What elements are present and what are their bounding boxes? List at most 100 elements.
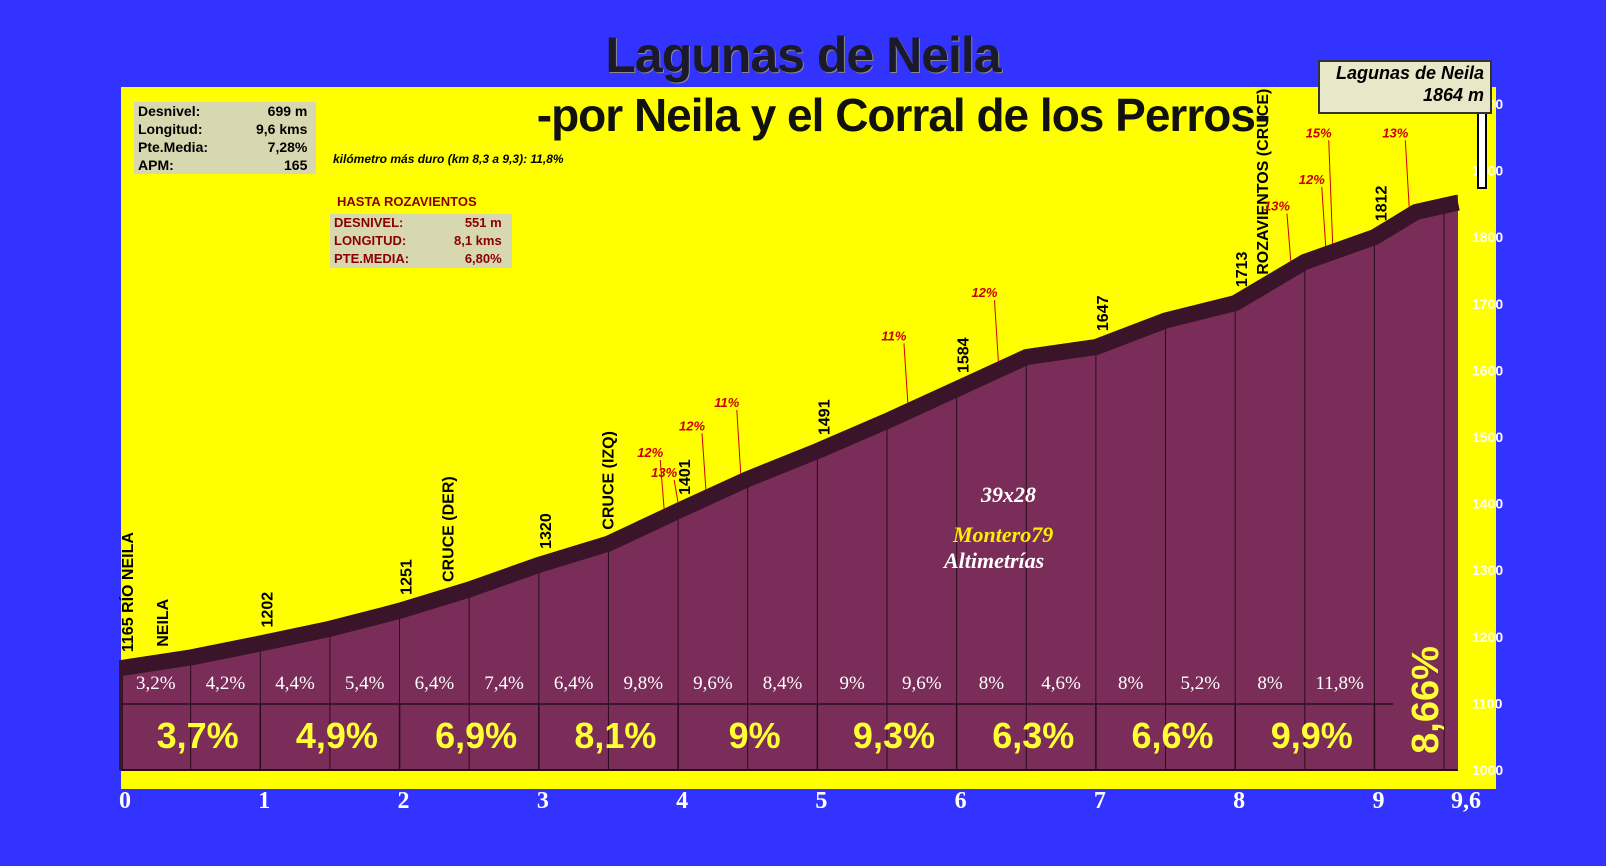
ramp-label: 13%: [1264, 199, 1290, 214]
km-slope-label: 3,7%: [157, 715, 239, 756]
segment-slope-label: 11,8%: [1315, 673, 1364, 694]
segment-slope-label: 6,4%: [415, 673, 455, 694]
point-label: 1713: [1234, 251, 1251, 287]
km-slope-label: 9,9%: [1271, 715, 1353, 756]
avg-slope-label: 8,66%: [1405, 646, 1447, 754]
point-label: NEILA: [155, 598, 172, 646]
author-watermark: Montero79: [953, 522, 1054, 547]
stat-row: APM: 165: [134, 156, 311, 174]
stat-label: Pte.Media:: [138, 139, 209, 155]
ramp-leader-line: [701, 433, 707, 491]
segment-slope-label: 8%: [1118, 673, 1144, 694]
stat-value: 7,28%: [267, 139, 308, 155]
profile-crest: [119, 194, 1460, 677]
stat-value: 9,6 kms: [256, 121, 308, 137]
x-tick-label: 2: [398, 788, 410, 814]
rozavientos-stats-box: DESNIVEL: 551 m LONGITUD: 8,1 kms PTE.MEDI…: [330, 214, 512, 268]
stat-row: Longitud: 9,6 kms: [134, 120, 311, 138]
segment-slope-label: 6,4%: [554, 673, 594, 694]
brand-watermark: Altimetrías: [944, 548, 1045, 573]
segment-slope-label: 4,6%: [1041, 673, 1081, 694]
km-slope-label: 6,9%: [435, 715, 517, 756]
ramp-leader-line: [659, 459, 665, 510]
segment-slope-label: 8%: [979, 673, 1005, 694]
stat-label: Longitud:: [138, 121, 203, 137]
x-tick-label: 3: [537, 788, 549, 814]
stat-row: Pte.Media: 7,28%: [134, 138, 311, 156]
stat-row: Desnivel: 699 m: [134, 102, 311, 120]
page-subtitle: -por Neila y el Corral de los Perros-: [536, 89, 1270, 141]
x-tick-label: 4: [676, 788, 688, 814]
stat-label: PTE.MEDIA:: [334, 251, 410, 266]
segment-slope-label: 4,4%: [275, 673, 315, 694]
stat-label: APM:: [138, 157, 174, 173]
segment-slope-label: 9%: [840, 673, 866, 694]
segment-slope-label: 7,4%: [484, 673, 524, 694]
km-slope-label: 9,3%: [853, 715, 935, 756]
point-label: 1647: [1095, 295, 1112, 331]
ramp-label: 12%: [679, 418, 705, 433]
ramp-label: 13%: [651, 465, 677, 480]
point-label: 1491: [816, 399, 833, 435]
ramp-label: 12%: [971, 285, 997, 300]
ramp-leader-line: [736, 409, 742, 475]
km-slope-label: 6,6%: [1131, 715, 1213, 756]
ramp-leader-line: [1321, 186, 1327, 247]
ramp-label: 12%: [1299, 172, 1325, 187]
x-tick-label: 9,6: [1451, 788, 1481, 814]
summit-name: Lagunas de Neila: [1335, 63, 1484, 83]
km-slope-label: 8,1%: [574, 715, 656, 756]
stat-label: LONGITUD:: [334, 233, 407, 248]
stat-label: DESNIVEL:: [334, 215, 404, 230]
hardest-km-note: kilómetro más duro (km 8,3 a 9,3): 11,8%: [333, 152, 564, 166]
stat-row: LONGITUD: 8,1 kms: [330, 232, 506, 250]
km-slope-label: 6,3%: [992, 715, 1074, 756]
rozavientos-title: HASTA ROZAVIENTOS: [337, 194, 477, 209]
ramp-leader-line: [903, 343, 909, 404]
ramp-label: 13%: [1382, 125, 1408, 140]
y-tick-label: 1700: [1472, 296, 1503, 312]
x-tick-label: 6: [955, 788, 967, 814]
stat-value: 8,1 kms: [454, 233, 502, 248]
stat-value: 165: [284, 157, 308, 173]
summit-box: Lagunas de Neila 1864 m: [1318, 60, 1492, 114]
gear-ratio: 39x28: [981, 482, 1036, 507]
y-tick-label: 1800: [1472, 229, 1503, 245]
ramp-leader-line: [673, 479, 679, 504]
x-tick-label: 5: [815, 788, 827, 814]
km-slope-label: 4,9%: [296, 715, 378, 756]
segment-slope-label: 8,4%: [763, 673, 803, 694]
x-tick-label: 1: [258, 788, 270, 814]
y-tick-label: 1300: [1472, 562, 1503, 578]
ramp-label: 11%: [714, 395, 739, 410]
x-tick-label: 9: [1372, 788, 1384, 814]
stat-value: 6,80%: [464, 251, 502, 266]
y-tick-label: 1200: [1472, 629, 1503, 645]
ramp-leader-line: [1404, 140, 1410, 209]
y-tick-label: 1000: [1472, 762, 1503, 778]
point-label: 1251: [399, 559, 416, 595]
stat-row: PTE.MEDIA: 6,80%: [330, 250, 506, 268]
ramp-label: 12%: [637, 445, 663, 460]
segment-slope-label: 5,4%: [345, 673, 385, 694]
ramp-leader-line: [1328, 140, 1334, 245]
segment-slope-label: 5,2%: [1181, 673, 1221, 694]
point-label: 1401: [677, 459, 694, 495]
stats-box: Desnivel: 699 m Longitud: 9,6 kms Pte.Medi…: [134, 102, 316, 174]
ramp-label: 11%: [881, 328, 906, 343]
point-label: ROZAVIENTOS (CRUCE): [1255, 89, 1272, 275]
y-tick-label: 1600: [1472, 362, 1503, 378]
point-label: CRUCE (DER): [440, 476, 457, 582]
ramp-label: 15%: [1306, 125, 1332, 140]
stat-value: 699 m: [267, 103, 308, 119]
stat-row: DESNIVEL: 551 m: [330, 214, 506, 232]
point-label: 1320: [538, 513, 555, 549]
point-label: CRUCE (IZQ): [600, 431, 617, 530]
x-tick-label: 0: [119, 788, 131, 814]
point-label: 1165 RÍO NEILA: [118, 532, 137, 652]
stat-value: 551 m: [464, 215, 502, 230]
page-title: Lagunas de Neila: [605, 27, 1001, 83]
x-tick-label: 8: [1233, 788, 1245, 814]
km-slope-label: 9%: [729, 715, 781, 756]
